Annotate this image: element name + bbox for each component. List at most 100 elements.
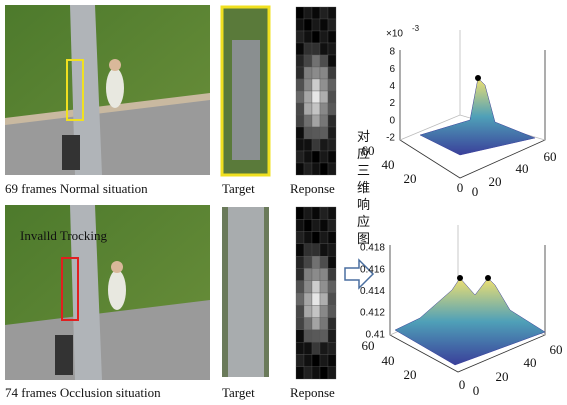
right-tick-label: 60 xyxy=(550,342,563,357)
photo-1 xyxy=(5,5,210,175)
cell xyxy=(328,91,336,103)
cell xyxy=(312,232,320,244)
cell xyxy=(328,207,336,219)
cell xyxy=(320,43,328,55)
cell xyxy=(320,268,328,280)
cell xyxy=(296,139,304,151)
left-tick-label: 40 xyxy=(382,353,395,368)
cell xyxy=(312,330,320,342)
cell xyxy=(304,256,312,268)
z-tick-label: 0.416 xyxy=(360,264,385,275)
cell xyxy=(328,67,336,79)
cell xyxy=(296,79,304,91)
cell xyxy=(320,151,328,163)
cell xyxy=(312,219,320,231)
figure: 69 frames Normal situation Target Repons… xyxy=(0,0,567,405)
cell xyxy=(312,207,320,219)
cell xyxy=(320,91,328,103)
cell xyxy=(304,354,312,366)
right-tick-label: 60 xyxy=(544,149,557,164)
cell xyxy=(304,268,312,280)
cell xyxy=(320,139,328,151)
cell xyxy=(296,318,304,330)
cell xyxy=(296,268,304,280)
right-tick-label: 0 xyxy=(472,184,479,199)
right-tick-label: 40 xyxy=(516,161,529,176)
page: 69 frames Normal situation Target Repons… xyxy=(0,0,567,405)
cell xyxy=(312,354,320,366)
cell xyxy=(328,268,336,280)
cell xyxy=(328,151,336,163)
cell xyxy=(320,354,328,366)
cell xyxy=(312,139,320,151)
target-1 xyxy=(222,7,269,175)
cell xyxy=(304,305,312,317)
cell xyxy=(312,281,320,293)
right-tick-label: 20 xyxy=(489,174,502,189)
cell xyxy=(328,244,336,256)
cell xyxy=(304,163,312,175)
cell xyxy=(312,127,320,139)
z-tick-label: 0.412 xyxy=(360,308,385,319)
cell xyxy=(328,342,336,354)
cell xyxy=(312,55,320,67)
cell xyxy=(296,55,304,67)
cell xyxy=(312,256,320,268)
left-tick-label: 60 xyxy=(362,143,375,158)
left-tick-label: 20 xyxy=(404,367,417,382)
cell xyxy=(304,367,312,379)
cell xyxy=(304,281,312,293)
cell xyxy=(328,354,336,366)
z-tick-label: 6 xyxy=(389,64,395,75)
cell xyxy=(320,367,328,379)
z-tick-label: 0.414 xyxy=(360,286,385,297)
cell xyxy=(296,103,304,115)
cell xyxy=(320,256,328,268)
cell xyxy=(328,139,336,151)
response-label: Reponse xyxy=(290,181,335,196)
caption: 69 frames Normal situation xyxy=(5,181,148,196)
cell xyxy=(312,268,320,280)
z-tick-label: 0.418 xyxy=(360,243,385,254)
cell xyxy=(328,31,336,43)
z-tick-label: 4 xyxy=(389,81,395,92)
cell xyxy=(304,31,312,43)
cell xyxy=(312,367,320,379)
cell xyxy=(296,232,304,244)
cell xyxy=(320,127,328,139)
cell xyxy=(312,31,320,43)
cell xyxy=(296,244,304,256)
cell xyxy=(328,256,336,268)
cell xyxy=(312,293,320,305)
annotation: Invalld Trocking xyxy=(20,228,108,243)
response-label: Reponse xyxy=(290,385,335,400)
side-char: 三 xyxy=(357,163,370,178)
cell xyxy=(296,207,304,219)
cell xyxy=(328,7,336,19)
cell xyxy=(320,103,328,115)
cell xyxy=(304,342,312,354)
cell xyxy=(312,103,320,115)
cell xyxy=(320,31,328,43)
cell xyxy=(320,67,328,79)
cell xyxy=(312,318,320,330)
cell xyxy=(296,256,304,268)
cell xyxy=(312,91,320,103)
cell xyxy=(296,151,304,163)
cell xyxy=(320,281,328,293)
cell xyxy=(312,43,320,55)
cell xyxy=(296,67,304,79)
cell xyxy=(296,115,304,127)
cell xyxy=(312,163,320,175)
cell xyxy=(304,293,312,305)
cell xyxy=(312,244,320,256)
cell xyxy=(320,19,328,31)
side-char: 应 xyxy=(357,214,370,229)
cell xyxy=(328,330,336,342)
cell xyxy=(304,219,312,231)
cell xyxy=(296,91,304,103)
cell xyxy=(328,305,336,317)
cell xyxy=(296,163,304,175)
response-map-2 xyxy=(296,207,336,379)
cell xyxy=(304,127,312,139)
